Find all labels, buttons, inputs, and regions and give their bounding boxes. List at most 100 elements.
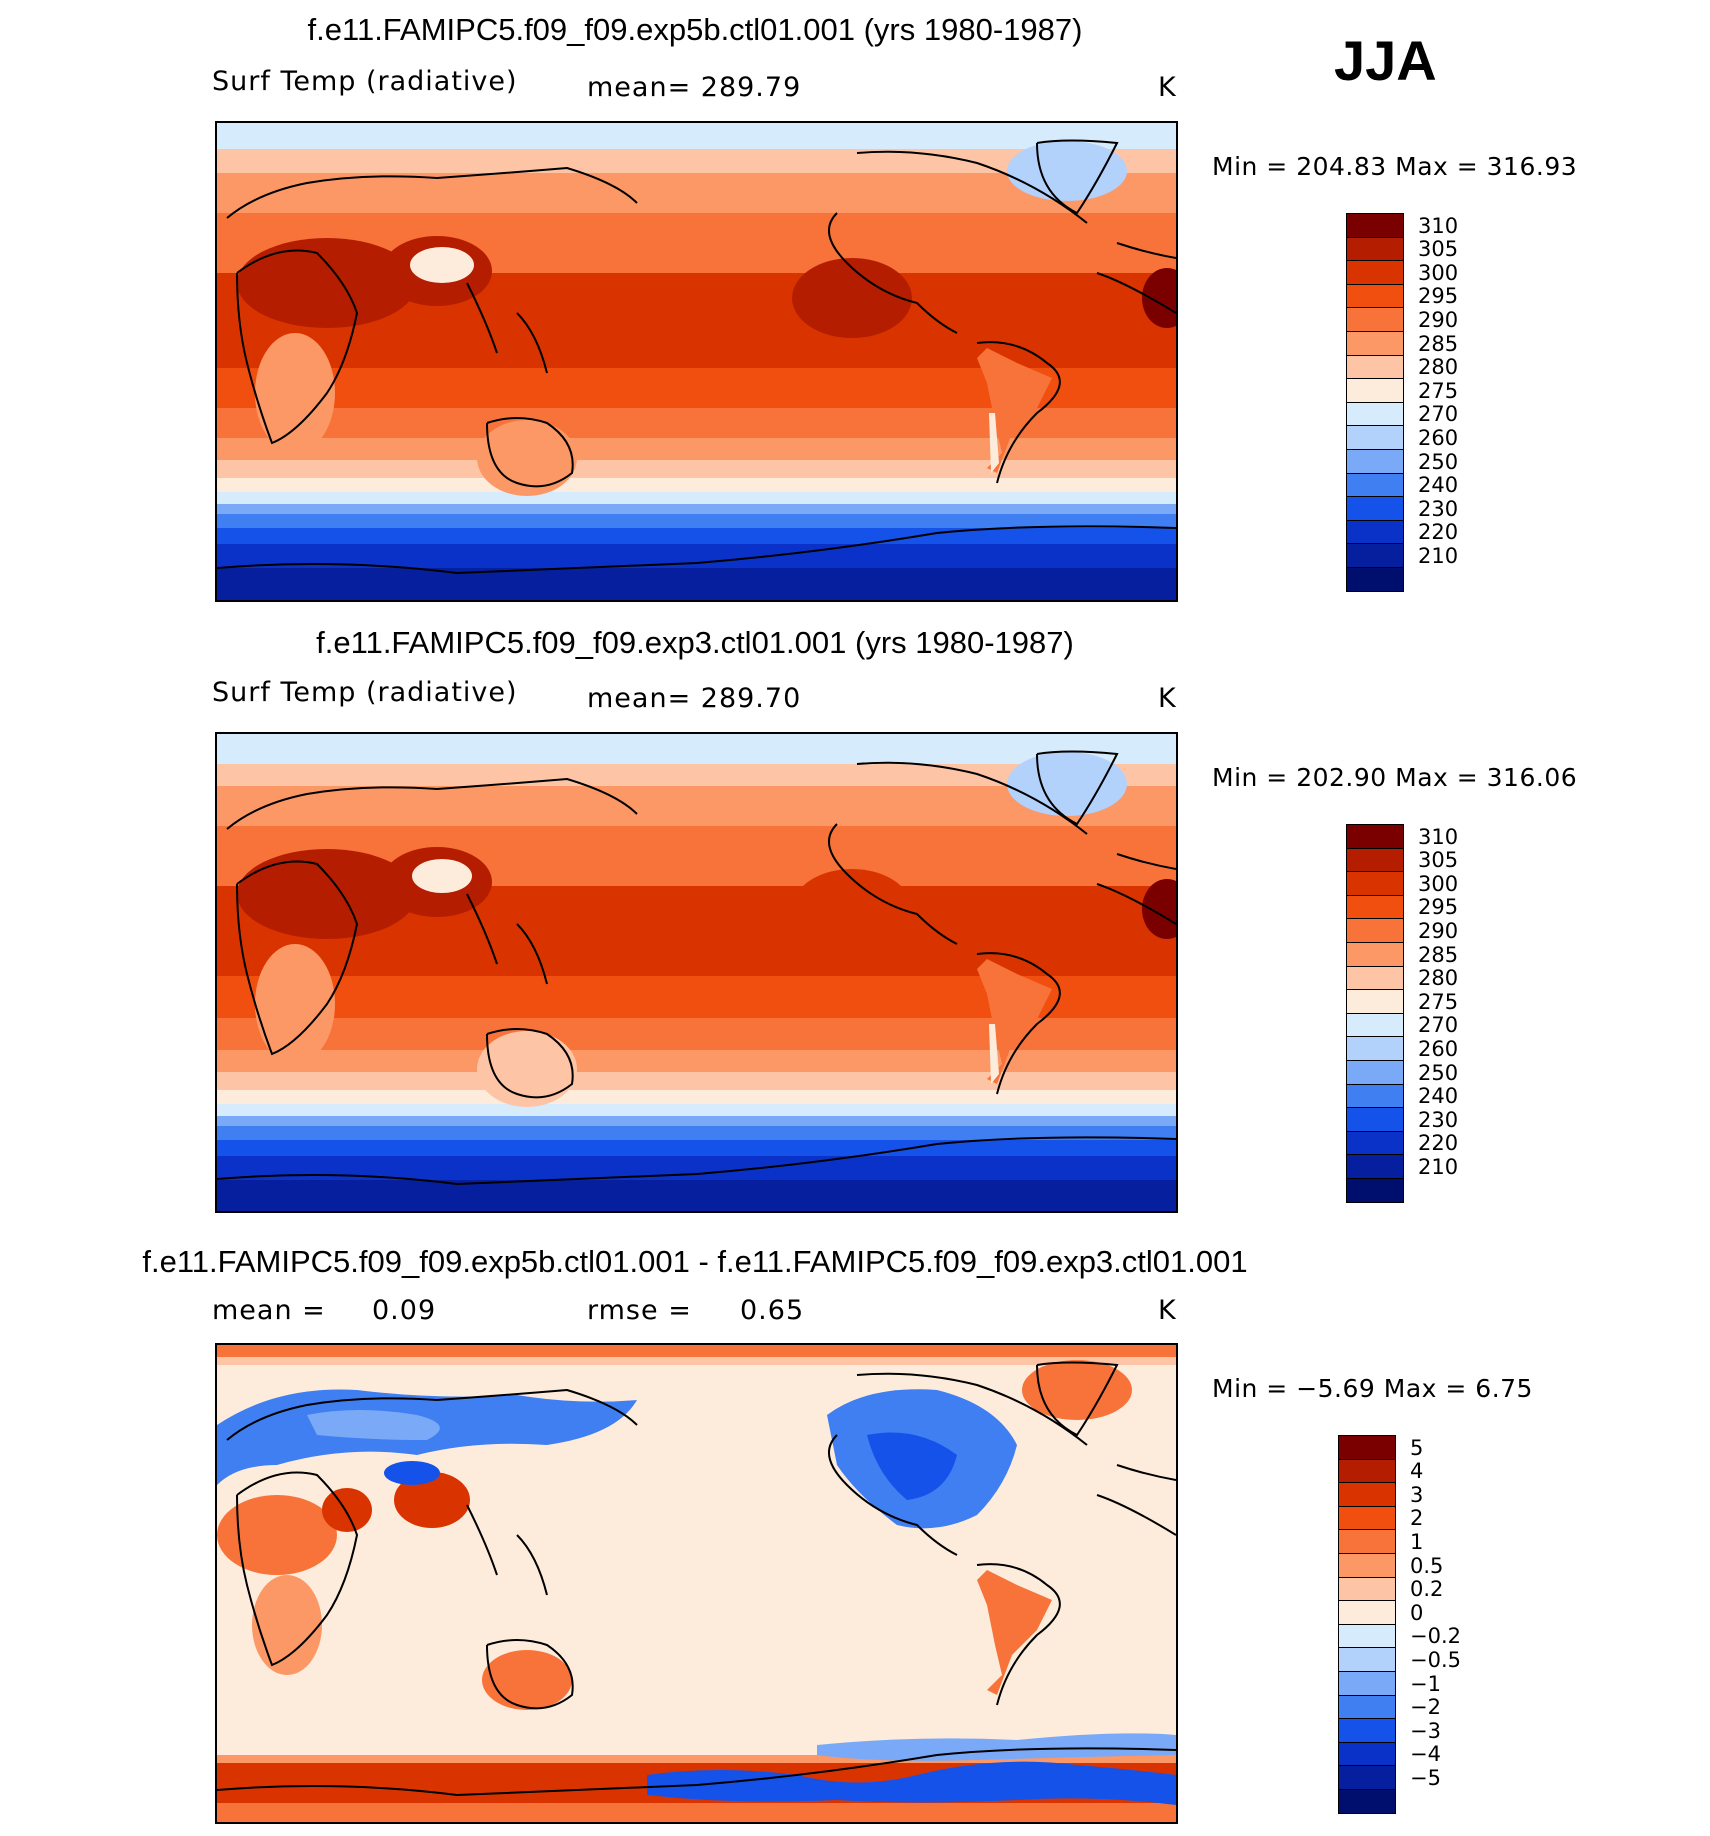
colorbar-label: 275 [1418, 378, 1459, 403]
panel-3-mean-value: 0.09 [372, 1295, 437, 1326]
africa-arabia-hot-region [237, 238, 417, 328]
colorbar-swatch [1346, 519, 1404, 545]
colorbar-swatch [1338, 1623, 1396, 1649]
colorbar-swatch [1346, 1130, 1404, 1156]
colorbar-label: −0.5 [1410, 1648, 1461, 1672]
africa-warm-anomaly [217, 1495, 337, 1575]
eurasia-cold-anomaly-light [307, 1410, 440, 1440]
map-band [217, 568, 1176, 600]
panel-1-minmax: Min = 204.83 Max = 316.93 [1212, 152, 1578, 181]
colorbar-label: 4 [1410, 1459, 1424, 1484]
panel-3-mean-label: mean = [212, 1295, 326, 1326]
colorbar-label: 220 [1418, 1131, 1459, 1156]
colorbar-swatch [1346, 918, 1404, 944]
colorbar-label: −5 [1410, 1766, 1441, 1790]
colorbar-label: 280 [1418, 355, 1459, 380]
map-band [217, 1050, 1176, 1072]
southern-africa-region [255, 333, 335, 453]
colorbar-swatch [1338, 1576, 1396, 1602]
colorbar-swatch [1346, 1083, 1404, 1109]
colorbar-swatch [1346, 331, 1404, 357]
india-warm-anomaly [394, 1472, 470, 1528]
tibet-cold-region [410, 247, 474, 283]
colorbar-label: −1 [1410, 1671, 1441, 1696]
colorbar-label: 305 [1418, 237, 1459, 262]
sahara-hot-region [1142, 879, 1176, 939]
map-band [217, 504, 1176, 514]
colorbar-label: −4 [1410, 1742, 1441, 1767]
greenland-cold-region [1007, 141, 1127, 201]
panel-1-units: K [1158, 72, 1177, 103]
colorbar-swatch [1346, 847, 1404, 873]
panel-1-map [215, 121, 1178, 602]
colorbar-label: 290 [1418, 919, 1459, 943]
tibet-cold-region [412, 859, 472, 893]
colorbar-swatch [1346, 236, 1404, 262]
colorbar-swatch [1346, 965, 1404, 991]
colorbar-label: −0.2 [1410, 1624, 1461, 1649]
arabia-warm-anomaly [322, 1488, 372, 1532]
southern-ocean-band [217, 1803, 1176, 1822]
colorbar-label: 300 [1418, 871, 1459, 896]
colorbar-swatch [1338, 1694, 1396, 1720]
map-band [217, 438, 1176, 460]
map-band [217, 764, 1176, 786]
colorbar-swatch [1346, 1060, 1404, 1086]
colorbar-label: 230 [1418, 496, 1459, 521]
southern-ocean-band [217, 1755, 1176, 1763]
colorbar-label: −2 [1410, 1695, 1441, 1720]
antarctic-cold-anomaly [647, 1761, 1176, 1805]
map-band [217, 460, 1176, 478]
colorbar-label: 270 [1418, 1013, 1459, 1038]
colorbar-label: 0 [1410, 1600, 1424, 1625]
panel-3-rmse-label: rmse = [587, 1295, 692, 1326]
colorbar-swatch [1338, 1718, 1396, 1744]
panel-2-minmax: Min = 202.90 Max = 316.06 [1212, 763, 1578, 792]
colorbar-swatch [1346, 307, 1404, 333]
africa-arabia-hot-region [237, 849, 417, 939]
south-america-warm-anomaly [977, 1570, 1052, 1695]
colorbar-label: 285 [1418, 942, 1459, 967]
colorbar-label: 250 [1418, 1060, 1459, 1085]
colorbar-label: 1 [1410, 1530, 1424, 1554]
colorbar-label: 270 [1418, 402, 1459, 427]
colorbar-swatch [1346, 354, 1404, 380]
greenland-warm-anomaly [1022, 1360, 1132, 1420]
colorbar-swatch [1346, 543, 1404, 569]
panel-3-minmax: Min = −5.69 Max = 6.75 [1212, 1374, 1533, 1403]
colorbar-label: 295 [1418, 284, 1459, 309]
colorbar-label: 240 [1418, 1084, 1459, 1109]
colorbar-label: −3 [1410, 1718, 1441, 1743]
map-band [217, 528, 1176, 544]
colorbar-swatch [1346, 567, 1404, 593]
colorbar-swatch [1346, 449, 1404, 475]
colorbar-swatch [1346, 283, 1404, 309]
map-band [217, 734, 1176, 764]
colorbar-label: 3 [1410, 1482, 1424, 1507]
andes-region [989, 413, 999, 473]
panel-1-mean: mean= 289.79 [587, 72, 802, 103]
colorbar-label: 240 [1418, 473, 1459, 498]
colorbar-label: 230 [1418, 1107, 1459, 1132]
colorbar-swatch [1346, 378, 1404, 404]
panel-3-map [215, 1343, 1178, 1824]
colorbar-label: 2 [1410, 1506, 1424, 1531]
colorbar-swatch [1338, 1458, 1396, 1484]
map-band [217, 1104, 1176, 1116]
map-band [217, 1090, 1176, 1104]
colorbar-label: 290 [1418, 308, 1459, 332]
map-band [217, 1072, 1176, 1090]
panel-2-mean: mean= 289.70 [587, 683, 802, 714]
south-america-region [977, 959, 1052, 1084]
colorbar-label: 220 [1418, 520, 1459, 545]
coastlines [217, 750, 1176, 1186]
coastlines [217, 139, 1176, 575]
colorbar-swatch [1346, 1107, 1404, 1133]
colorbar-label: 0.2 [1410, 1577, 1444, 1602]
panel-3-rmse-value: 0.65 [740, 1295, 805, 1326]
colorbar-label: 280 [1418, 966, 1459, 991]
colorbar-swatch [1338, 1765, 1396, 1791]
colorbar-swatch [1338, 1435, 1396, 1461]
north-america-warm-region [792, 258, 912, 338]
colorbar-swatch [1338, 1789, 1396, 1815]
